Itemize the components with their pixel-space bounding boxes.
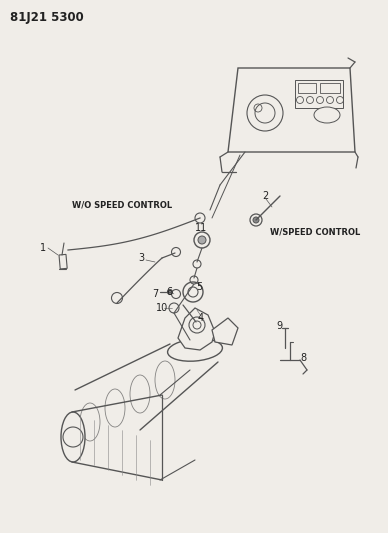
- Circle shape: [198, 236, 206, 244]
- Polygon shape: [228, 68, 355, 152]
- Circle shape: [253, 217, 259, 223]
- Bar: [298, 83, 316, 93]
- Text: 1: 1: [40, 243, 46, 253]
- Text: 81J21 5300: 81J21 5300: [10, 12, 84, 25]
- Polygon shape: [212, 318, 238, 345]
- Bar: [295, 80, 343, 108]
- Text: 6: 6: [166, 287, 172, 297]
- Bar: [320, 83, 340, 93]
- Text: W/O SPEED CONTROL: W/O SPEED CONTROL: [72, 200, 172, 209]
- Ellipse shape: [168, 339, 222, 361]
- Text: W/SPEED CONTROL: W/SPEED CONTROL: [270, 228, 360, 237]
- Text: 7: 7: [152, 289, 158, 299]
- Ellipse shape: [61, 412, 85, 462]
- Text: 8: 8: [300, 353, 306, 363]
- Text: 2: 2: [262, 191, 268, 201]
- Ellipse shape: [314, 107, 340, 123]
- Text: 10: 10: [156, 303, 168, 313]
- Text: 4: 4: [198, 313, 204, 323]
- Polygon shape: [178, 308, 215, 350]
- Text: 9: 9: [276, 321, 282, 331]
- Bar: [59, 254, 67, 269]
- Circle shape: [168, 289, 173, 295]
- Text: 3: 3: [138, 253, 144, 263]
- Text: 5: 5: [196, 282, 202, 292]
- Text: 11: 11: [195, 223, 207, 233]
